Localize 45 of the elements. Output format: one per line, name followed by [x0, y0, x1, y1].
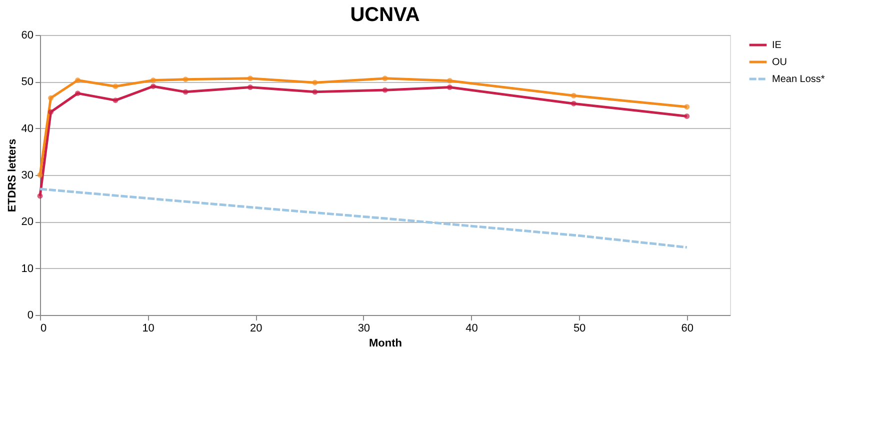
point: [382, 87, 388, 93]
point: [247, 76, 253, 82]
legend-label: Mean Loss*: [772, 74, 825, 85]
point: [570, 92, 576, 98]
legend-label: OU: [772, 57, 787, 68]
point: [112, 98, 118, 104]
legend-label: IE: [772, 40, 782, 51]
point: [37, 172, 43, 178]
point: [312, 89, 318, 95]
chart-title: UCNVA: [350, 4, 420, 26]
y-tick-label: 10: [21, 262, 34, 275]
y-tick-label: 60: [21, 30, 34, 42]
point: [74, 78, 80, 83]
y-axis-title: ETDRS letters: [6, 138, 18, 212]
x-axis-title: Month: [369, 338, 402, 350]
y-tick-label: 30: [21, 170, 34, 182]
point: [150, 78, 156, 83]
y-tick-label: 50: [21, 76, 34, 88]
y-tick-label: 0: [27, 310, 34, 322]
point: [684, 113, 690, 119]
point: [382, 76, 388, 82]
x-tick-label: 10: [142, 322, 154, 334]
point: [74, 90, 80, 96]
y-tick-label: 40: [21, 122, 34, 135]
point: [37, 193, 43, 199]
point: [446, 84, 452, 90]
point: [247, 84, 253, 90]
point: [570, 100, 576, 106]
point: [312, 80, 318, 86]
point: [684, 104, 690, 110]
x-tick-label: 50: [573, 322, 586, 334]
point: [182, 89, 188, 95]
x-tick-label: 20: [250, 322, 262, 334]
point: [446, 78, 452, 84]
line-series: [38, 188, 688, 249]
point: [48, 109, 54, 115]
point: [182, 76, 188, 82]
x-tick-label: 40: [466, 322, 478, 334]
y-tick-label: 20: [21, 216, 34, 228]
point: [48, 95, 54, 101]
x-tick-label: 0: [40, 322, 47, 334]
x-tick-label: 60: [681, 322, 694, 334]
point: [150, 84, 156, 90]
x-tick-label: 30: [358, 322, 370, 334]
point: [112, 84, 118, 90]
